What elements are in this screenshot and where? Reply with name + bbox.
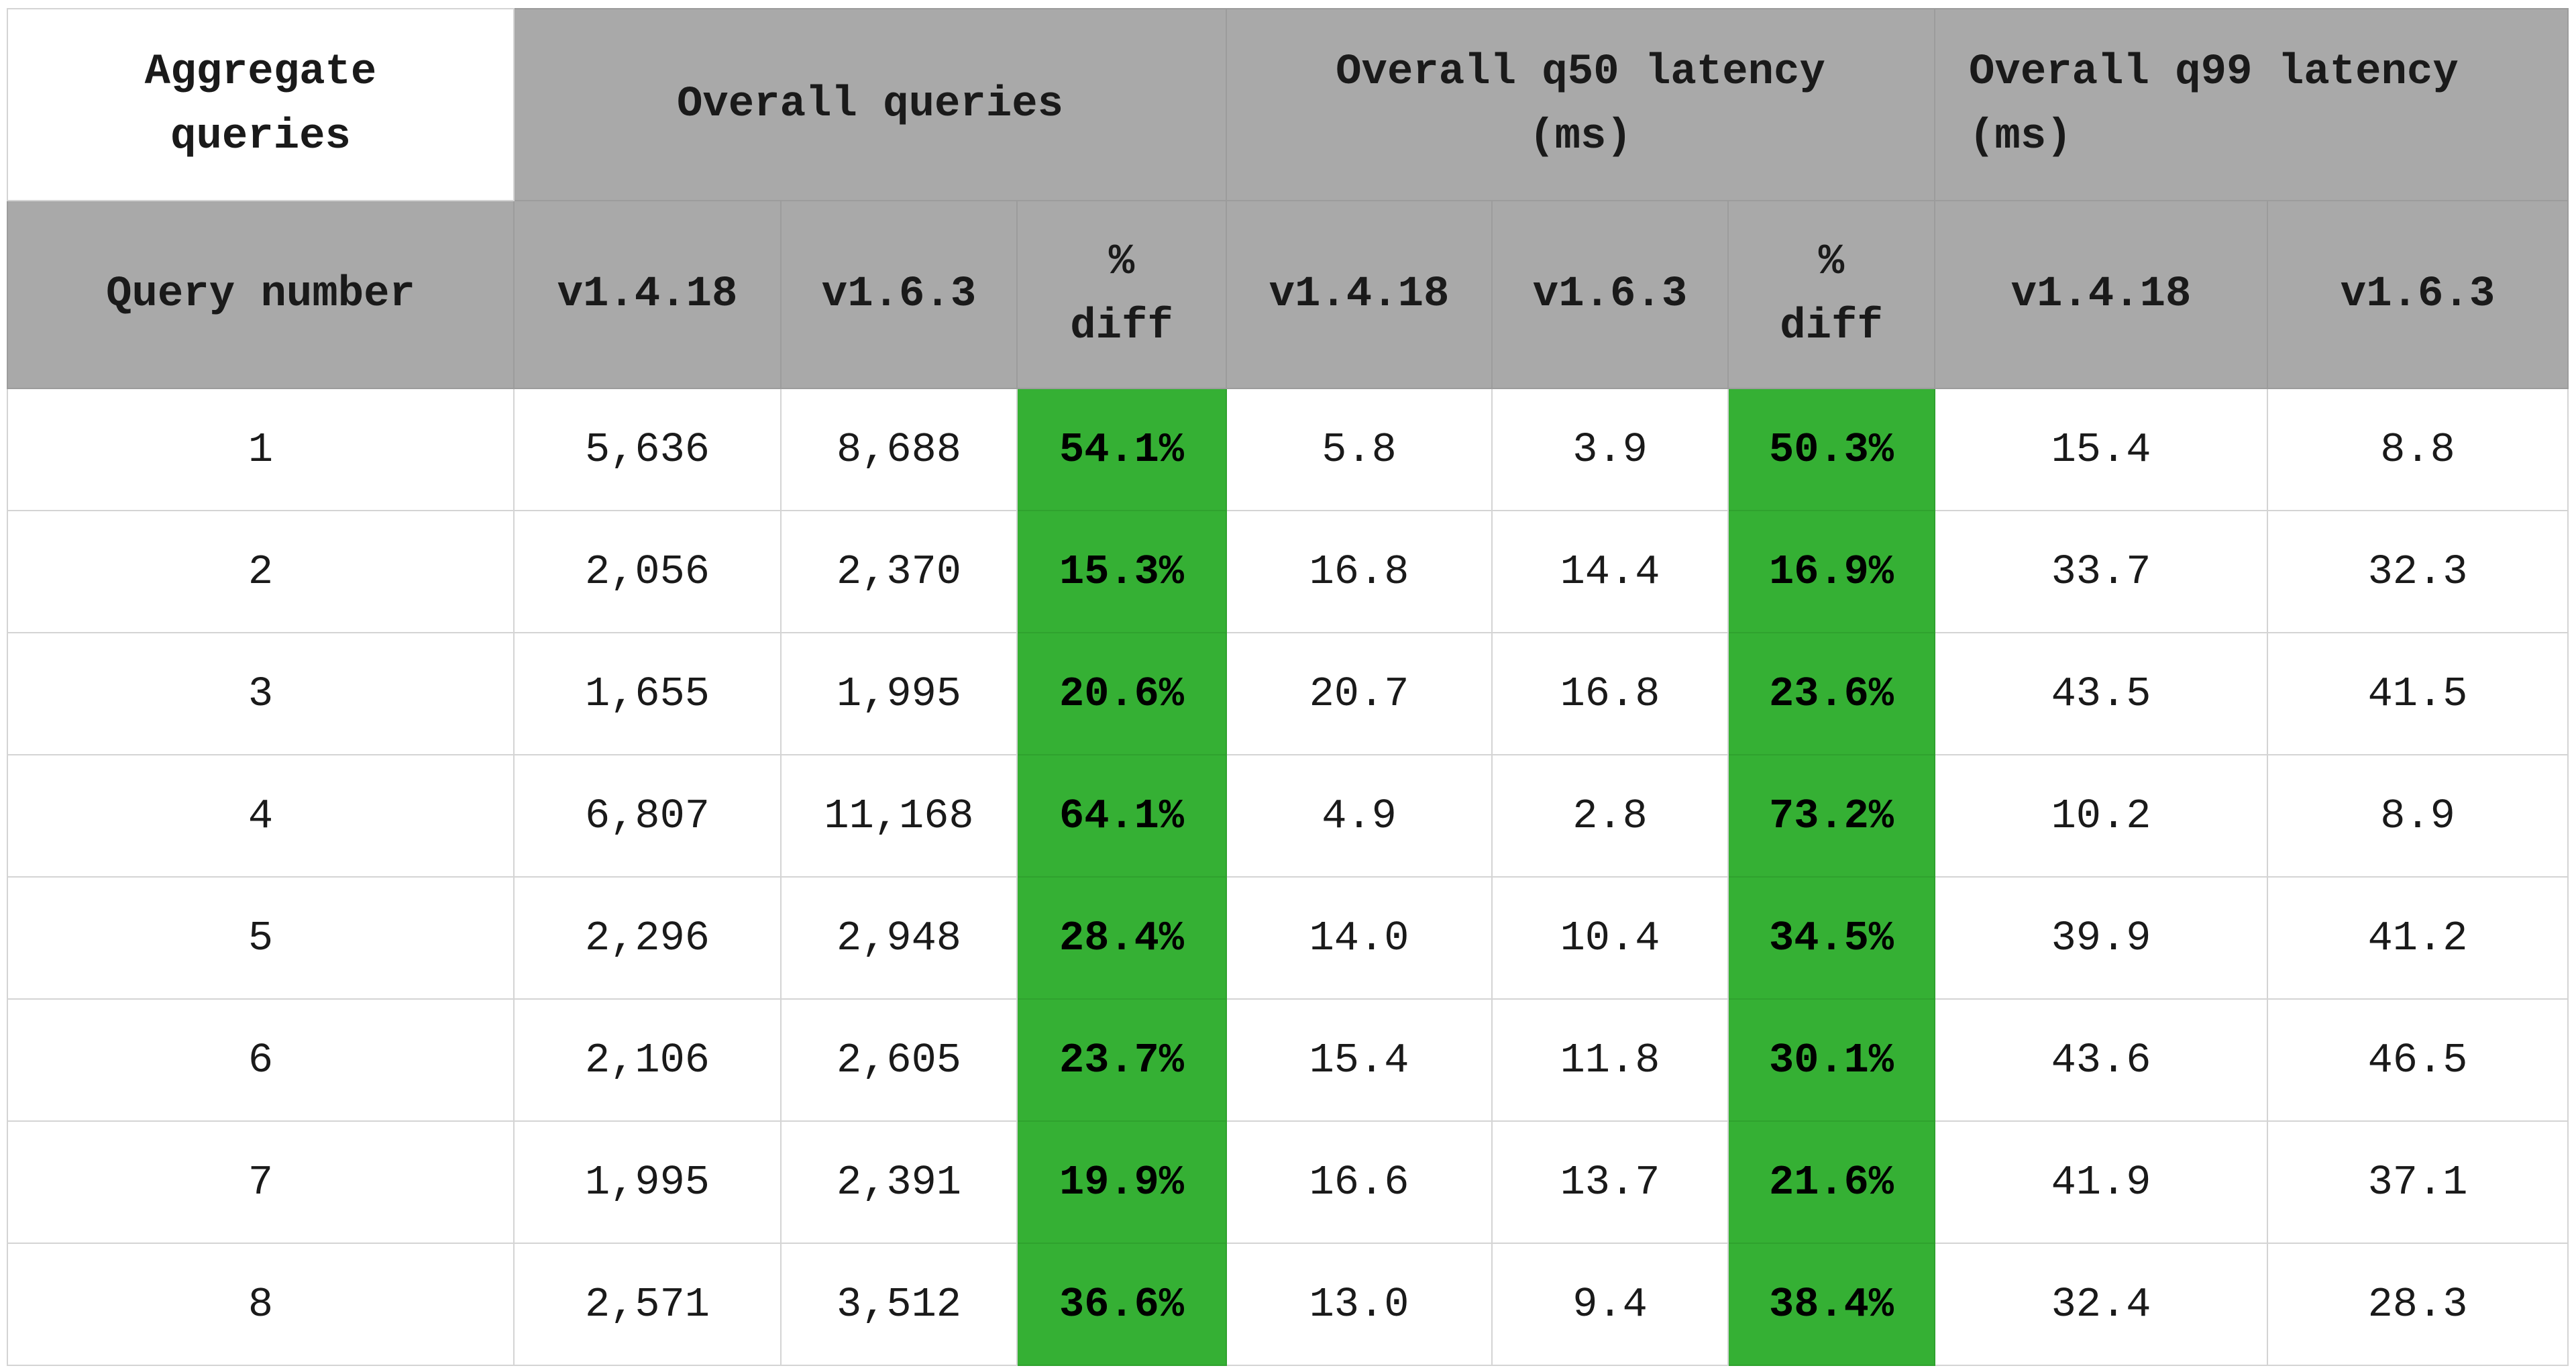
col-header-q50-old: v1.4.18: [1226, 200, 1493, 389]
cell-q50-diff: 50.3%: [1727, 388, 1935, 511]
table-row: 6 2,106 2,605 23.7% 15.4 11.8 30.1% 43.6 46.5: [7, 998, 2569, 1122]
cell-queries-old: 2,571: [513, 1243, 782, 1366]
table-row: 3 1,655 1,995 20.6% 20.7 16.8 23.6% 43.5 41.5: [7, 632, 2569, 755]
table-body: 1 5,636 8,688 54.1% 5.8 3.9 50.3% 15.4 8.8 2 2,056…: [7, 388, 2569, 1366]
cell-queries-diff: 54.1%: [1016, 388, 1227, 511]
cell-query-number: 5: [7, 876, 515, 1000]
cell-q50-diff: 30.1%: [1727, 998, 1935, 1122]
cell-q99-new: 46.5: [2267, 998, 2569, 1122]
cell-q50-new: 13.7: [1491, 1120, 1729, 1244]
cell-queries-old: 1,655: [513, 632, 782, 755]
group-header-overall-queries: Overall queries: [513, 8, 1227, 201]
cell-query-number: 2: [7, 510, 515, 633]
cell-q50-new: 14.4: [1491, 510, 1729, 633]
cell-q50-old: 15.4: [1226, 998, 1493, 1122]
cell-q50-old: 13.0: [1226, 1243, 1493, 1366]
corner-header: Aggregate queries: [7, 8, 515, 201]
cell-queries-diff: 36.6%: [1016, 1243, 1227, 1366]
cell-q99-old: 43.5: [1934, 632, 2268, 755]
cell-q50-new: 3.9: [1491, 388, 1729, 511]
cell-q99-old: 32.4: [1934, 1243, 2268, 1366]
col-header-q50-diff: % diff: [1727, 200, 1935, 389]
cell-q50-new: 9.4: [1491, 1243, 1729, 1366]
cell-query-number: 8: [7, 1243, 515, 1366]
table-row: 7 1,995 2,391 19.9% 16.6 13.7 21.6% 41.9 37.1: [7, 1120, 2569, 1244]
cell-q50-diff: 34.5%: [1727, 876, 1935, 1000]
cell-queries-old: 2,106: [513, 998, 782, 1122]
cell-q99-old: 15.4: [1934, 388, 2268, 511]
cell-queries-diff: 20.6%: [1016, 632, 1227, 755]
col-header-queries-old: v1.4.18: [513, 200, 782, 389]
cell-queries-old: 2,296: [513, 876, 782, 1000]
cell-queries-diff: 64.1%: [1016, 754, 1227, 878]
cell-q50-new: 16.8: [1491, 632, 1729, 755]
cell-q99-old: 41.9: [1934, 1120, 2268, 1244]
cell-q99-new: 28.3: [2267, 1243, 2569, 1366]
cell-queries-diff: 23.7%: [1016, 998, 1227, 1122]
cell-queries-new: 8,688: [780, 388, 1018, 511]
col-header-q50-new: v1.6.3: [1491, 200, 1729, 389]
cell-q50-old: 20.7: [1226, 632, 1493, 755]
cell-q99-old: 43.6: [1934, 998, 2268, 1122]
cell-q50-old: 14.0: [1226, 876, 1493, 1000]
cell-queries-diff: 28.4%: [1016, 876, 1227, 1000]
cell-q50-diff: 23.6%: [1727, 632, 1935, 755]
group-header-q50-latency: Overall q50 latency (ms): [1226, 8, 1935, 201]
cell-q50-old: 5.8: [1226, 388, 1493, 511]
cell-q99-old: 39.9: [1934, 876, 2268, 1000]
cell-queries-new: 1,995: [780, 632, 1018, 755]
col-header-queries-diff: % diff: [1016, 200, 1227, 389]
cell-queries-diff: 15.3%: [1016, 510, 1227, 633]
cell-q50-old: 16.8: [1226, 510, 1493, 633]
table-row: 5 2,296 2,948 28.4% 14.0 10.4 34.5% 39.9 41.2: [7, 876, 2569, 1000]
cell-q99-new: 41.2: [2267, 876, 2569, 1000]
col-header-q99-old: v1.4.18: [1934, 200, 2268, 389]
cell-queries-old: 2,056: [513, 510, 782, 633]
cell-queries-new: 2,605: [780, 998, 1018, 1122]
table-row: 2 2,056 2,370 15.3% 16.8 14.4 16.9% 33.7 32.3: [7, 510, 2569, 633]
cell-query-number: 4: [7, 754, 515, 878]
cell-q50-new: 2.8: [1491, 754, 1729, 878]
cell-queries-new: 2,948: [780, 876, 1018, 1000]
cell-queries-diff: 19.9%: [1016, 1120, 1227, 1244]
table-row: 1 5,636 8,688 54.1% 5.8 3.9 50.3% 15.4 8.8: [7, 388, 2569, 511]
cell-queries-old: 6,807: [513, 754, 782, 878]
group-header-row: Aggregate queries Overall queries Overal…: [7, 8, 2569, 201]
cell-q50-new: 11.8: [1491, 998, 1729, 1122]
table-row: 8 2,571 3,512 36.6% 13.0 9.4 38.4% 32.4 28.3: [7, 1243, 2569, 1366]
table-row: 4 6,807 11,168 64.1% 4.9 2.8 73.2% 10.2 8.9: [7, 754, 2569, 878]
cell-queries-old: 1,995: [513, 1120, 782, 1244]
group-header-q99-latency: Overall q99 latency (ms): [1934, 8, 2569, 201]
cell-query-number: 1: [7, 388, 515, 511]
cell-q50-old: 4.9: [1226, 754, 1493, 878]
cell-q50-diff: 38.4%: [1727, 1243, 1935, 1366]
cell-query-number: 3: [7, 632, 515, 755]
cell-queries-new: 11,168: [780, 754, 1018, 878]
cell-q99-new: 8.9: [2267, 754, 2569, 878]
cell-q50-new: 10.4: [1491, 876, 1729, 1000]
cell-q99-new: 37.1: [2267, 1120, 2569, 1244]
sub-header-row: Query number v1.4.18 v1.6.3 % diff v1.4.…: [7, 200, 2569, 389]
col-header-query-number: Query number: [7, 200, 515, 389]
col-header-queries-new: v1.6.3: [780, 200, 1018, 389]
cell-q99-new: 8.8: [2267, 388, 2569, 511]
cell-query-number: 6: [7, 998, 515, 1122]
cell-query-number: 7: [7, 1120, 515, 1244]
cell-q50-diff: 21.6%: [1727, 1120, 1935, 1244]
cell-queries-new: 2,370: [780, 510, 1018, 633]
col-header-q99-new: v1.6.3: [2267, 200, 2569, 389]
cell-queries-new: 2,391: [780, 1120, 1018, 1244]
cell-q50-diff: 16.9%: [1727, 510, 1935, 633]
cell-q99-old: 10.2: [1934, 754, 2268, 878]
benchmark-table: Aggregate queries Overall queries Overal…: [7, 8, 2569, 1366]
cell-q99-old: 33.7: [1934, 510, 2268, 633]
cell-q99-new: 32.3: [2267, 510, 2569, 633]
cell-q50-old: 16.6: [1226, 1120, 1493, 1244]
cell-q50-diff: 73.2%: [1727, 754, 1935, 878]
cell-queries-old: 5,636: [513, 388, 782, 511]
cell-q99-new: 41.5: [2267, 632, 2569, 755]
cell-queries-new: 3,512: [780, 1243, 1018, 1366]
